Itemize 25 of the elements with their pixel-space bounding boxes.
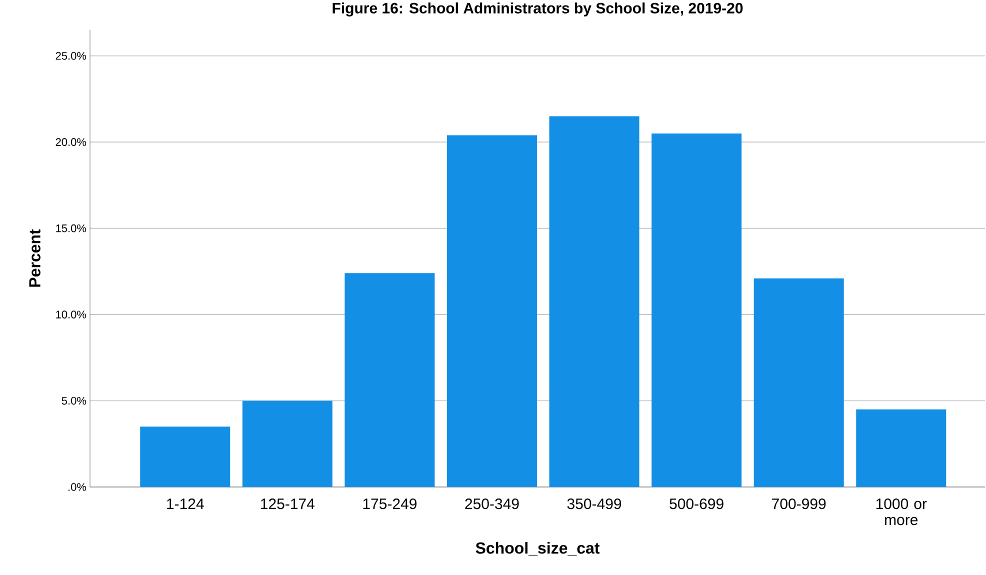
bar [242,400,332,487]
x-axis-title: School_size_cat [476,542,600,556]
y-tick-label: .0% [68,483,86,491]
y-tick-label: 5.0% [62,396,86,405]
y-tick-label: 20.0% [56,138,86,146]
bar [856,409,946,487]
y-axis-title: Percent [29,229,40,287]
x-tick-label: 175-249 [363,498,416,510]
y-tick-label: 25.0% [56,52,86,60]
x-tick-label: 125-174 [261,498,314,510]
x-tick-label: 1-124 [167,498,204,509]
bar [754,278,844,487]
chart-title: Figure 16: School Administrators by School Size, 2019-20 [332,2,743,16]
bar [652,133,742,487]
x-tick-label: 1000 or more [876,498,927,526]
x-tick-label: 350-499 [567,498,622,510]
bar [549,116,640,487]
y-tick-label: 10.0% [56,310,86,318]
x-tick-label: 250-349 [465,498,519,510]
y-tick-label: 15.0% [56,224,86,232]
bar [140,426,230,487]
x-tick-label: 700-999 [772,498,826,510]
bar [446,135,537,487]
bar [344,273,435,487]
x-tick-label: 500-699 [670,498,724,510]
